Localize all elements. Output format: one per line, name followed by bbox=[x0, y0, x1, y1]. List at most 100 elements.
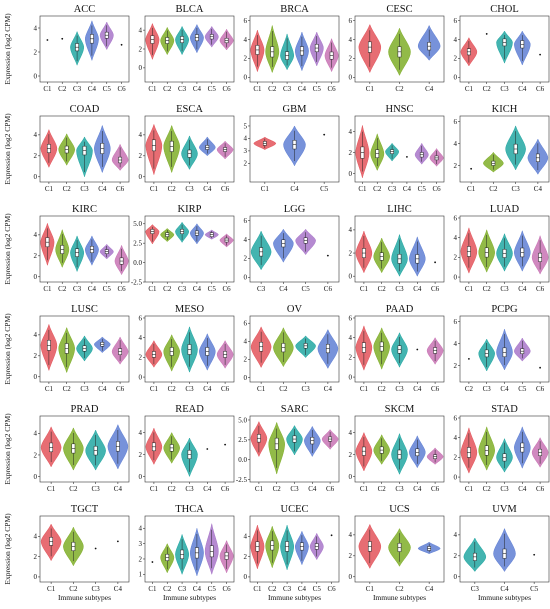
y-tick-label: 0 bbox=[139, 64, 143, 72]
y-tick-label: 0 bbox=[454, 74, 458, 82]
x-axis-label: Immune subtypes bbox=[478, 593, 531, 602]
x-tick-label: C1 bbox=[261, 185, 270, 193]
x-tick-label: C1 bbox=[148, 285, 157, 293]
violin-point-c4 bbox=[416, 348, 419, 351]
x-tick-label: C6 bbox=[327, 585, 336, 593]
x-tick-label: C4 bbox=[114, 485, 123, 493]
y-tick-label: 2 bbox=[244, 160, 248, 168]
x-tick-label: C2 bbox=[395, 585, 404, 593]
panel-lihc: LIHC 0 2 4 C1 C2 C3 C4 C6 bbox=[349, 204, 445, 293]
panel-thca: THCA 1 2 3 4 C1 C2 C3 C4 C5 C6 Immune subtypes bbox=[139, 504, 235, 602]
panel-frame bbox=[354, 115, 445, 183]
y-tick-label: 4 bbox=[454, 531, 458, 539]
x-tick-label: C4 bbox=[324, 385, 333, 393]
y-tick-label: 2 bbox=[244, 356, 248, 364]
panel-blca: BLCA 0 2 4 C1 C2 C3 C4 C5 C6 bbox=[139, 4, 235, 93]
y-tick-label: 0.0 bbox=[238, 456, 247, 464]
panel-frame bbox=[39, 515, 130, 583]
y-tick-label: 0 bbox=[454, 273, 458, 281]
x-tick-label: C3 bbox=[185, 185, 194, 193]
x-tick-label: C6 bbox=[117, 85, 126, 93]
panel-coad: COAD 0 2 4 C1 C2 C3 C4 C6 Expression (log2 CPM) bbox=[3, 104, 130, 193]
panel-frame bbox=[39, 215, 130, 283]
x-tick-label: C6 bbox=[221, 485, 230, 493]
panel-chol: CHOL 0 2 4 6 C1 C2 C3 C4 C6 bbox=[454, 4, 550, 93]
y-tick-label: 2 bbox=[454, 254, 458, 262]
x-tick-label: C2 bbox=[378, 485, 387, 493]
x-tick-label: C4 bbox=[518, 485, 527, 493]
x-tick-label: C3 bbox=[500, 285, 509, 293]
y-tick-label: 5.0 bbox=[238, 416, 247, 424]
x-tick-label: C4 bbox=[425, 85, 434, 93]
y-tick-label: 4 bbox=[244, 533, 248, 541]
y-tick-label: 2 bbox=[139, 354, 143, 362]
violin-point-c2 bbox=[61, 37, 64, 40]
y-tick-label: 3 bbox=[139, 540, 143, 548]
y-tick-label: 2 bbox=[454, 362, 458, 370]
x-tick-label: C4 bbox=[413, 285, 422, 293]
x-tick-label: C6 bbox=[117, 285, 126, 293]
violin-point-c1 bbox=[470, 167, 473, 170]
x-tick-label: C3 bbox=[283, 85, 292, 93]
x-tick-label: C1 bbox=[360, 285, 369, 293]
x-tick-label: C1 bbox=[45, 185, 54, 193]
x-tick-label: C2 bbox=[168, 385, 177, 393]
panel-title: PAAD bbox=[386, 304, 414, 315]
y-tick-label: 0 bbox=[349, 373, 353, 381]
y-tick-label: 4 bbox=[244, 135, 248, 143]
y-tick-label: 4 bbox=[454, 140, 458, 148]
x-tick-label: C1 bbox=[366, 585, 375, 593]
y-tick-label: 0 bbox=[454, 473, 458, 481]
violin-point-c1 bbox=[151, 561, 154, 563]
x-tick-label: C2 bbox=[373, 185, 382, 193]
x-tick-label: C1 bbox=[255, 485, 264, 493]
x-axis-label: Immune subtypes bbox=[163, 593, 216, 602]
panel-title: CHOL bbox=[490, 4, 519, 15]
y-tick-label: 6 bbox=[244, 320, 248, 328]
x-tick-label: C2 bbox=[279, 385, 288, 393]
panel-title: SARC bbox=[281, 404, 308, 415]
x-axis-label: Immune subtypes bbox=[58, 593, 111, 602]
x-tick-label: C5 bbox=[313, 85, 322, 93]
violin-point-c4 bbox=[206, 448, 209, 450]
y-tick-label: 6 bbox=[349, 314, 353, 322]
panel-pcpg: PCPG 2 4 6 C2 C3 C4 C5 C6 bbox=[454, 304, 550, 393]
y-tick-label: 2 bbox=[139, 555, 143, 563]
panel-acc: ACC 0 2 4 C1 C2 C3 C4 C5 C6 Expression (log2 CPM) bbox=[3, 4, 130, 93]
x-tick-label: C3 bbox=[483, 385, 492, 393]
y-tick-label: 0 bbox=[139, 173, 143, 181]
y-tick-label: 0 bbox=[34, 573, 38, 581]
panel-title: CESC bbox=[386, 4, 412, 15]
y-tick-label: 2 bbox=[34, 553, 38, 561]
x-tick-label: C1 bbox=[150, 185, 159, 193]
y-tick-label: 6 bbox=[454, 17, 458, 25]
x-tick-label: C1 bbox=[465, 485, 474, 493]
panel-title: KIRC bbox=[72, 204, 97, 215]
y-tick-label: 2 bbox=[349, 552, 353, 560]
x-tick-label: C4 bbox=[88, 285, 97, 293]
y-tick-label: 2 bbox=[349, 451, 353, 459]
violin-point-c6 bbox=[330, 534, 333, 537]
x-tick-label: C6 bbox=[222, 285, 231, 293]
y-tick-label: 4 bbox=[139, 26, 143, 34]
y-tick-label: 4 bbox=[349, 531, 353, 539]
y-tick-label: 4 bbox=[34, 24, 38, 32]
panel-title: STAD bbox=[491, 404, 518, 415]
panel-title: UCS bbox=[389, 504, 410, 515]
panel-title: TGCT bbox=[71, 504, 99, 515]
x-tick-label: C4 bbox=[518, 85, 527, 93]
y-tick-label: 6 bbox=[454, 214, 458, 222]
violin-point-c5 bbox=[323, 133, 326, 136]
panel-title: BLCA bbox=[175, 4, 203, 15]
x-tick-label: C2 bbox=[168, 485, 177, 493]
y-tick-label: 3 bbox=[244, 147, 248, 155]
y-tick-label: 4 bbox=[34, 331, 38, 339]
x-axis-label: Immune subtypes bbox=[268, 593, 321, 602]
x-tick-label: C4 bbox=[193, 585, 202, 593]
y-tick-label: 2 bbox=[244, 553, 248, 561]
panel-frame bbox=[249, 315, 340, 383]
x-tick-label: C5 bbox=[418, 185, 427, 193]
x-tick-label: C2 bbox=[378, 385, 387, 393]
